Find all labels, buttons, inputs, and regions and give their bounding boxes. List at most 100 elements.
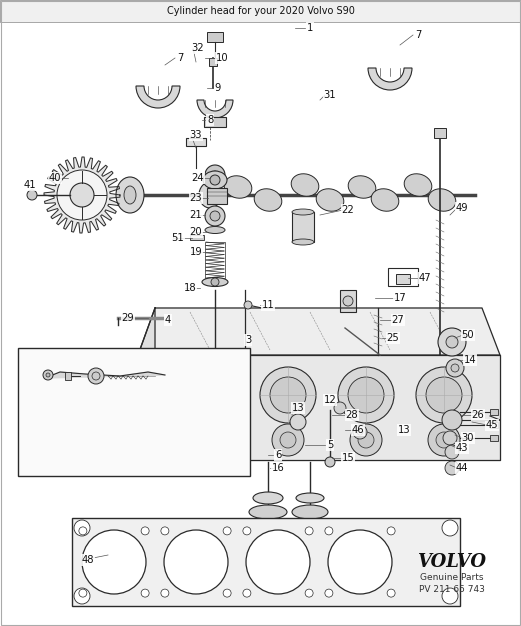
Text: 47: 47 bbox=[419, 273, 431, 283]
Circle shape bbox=[88, 368, 104, 384]
Text: VOLVO: VOLVO bbox=[417, 553, 487, 571]
Text: 29: 29 bbox=[121, 313, 134, 323]
Circle shape bbox=[27, 190, 37, 200]
Circle shape bbox=[325, 457, 335, 467]
Circle shape bbox=[260, 367, 316, 423]
Bar bbox=[205, 242, 225, 278]
Circle shape bbox=[280, 432, 296, 448]
Text: 24: 24 bbox=[192, 173, 204, 183]
Circle shape bbox=[202, 432, 218, 448]
Text: 34: 34 bbox=[66, 383, 78, 393]
Text: 15: 15 bbox=[342, 453, 354, 463]
Circle shape bbox=[272, 424, 304, 456]
Text: Cylinder head for your 2020 Volvo S90: Cylinder head for your 2020 Volvo S90 bbox=[167, 6, 354, 16]
Circle shape bbox=[243, 589, 251, 597]
Circle shape bbox=[353, 425, 367, 439]
Circle shape bbox=[46, 373, 50, 377]
Circle shape bbox=[211, 278, 219, 286]
Bar bbox=[209, 58, 217, 66]
Text: 28: 28 bbox=[346, 410, 358, 420]
Bar bbox=[65, 372, 71, 380]
Circle shape bbox=[334, 402, 346, 414]
Circle shape bbox=[223, 589, 231, 597]
Bar bbox=[204, 117, 226, 127]
Text: 50: 50 bbox=[462, 330, 474, 340]
Text: 46: 46 bbox=[352, 425, 364, 435]
Circle shape bbox=[443, 431, 457, 445]
Circle shape bbox=[305, 527, 313, 535]
Circle shape bbox=[350, 424, 382, 456]
Text: 27: 27 bbox=[392, 315, 404, 325]
Text: 40: 40 bbox=[49, 173, 61, 183]
Text: 10: 10 bbox=[216, 53, 228, 63]
Text: 16: 16 bbox=[271, 463, 284, 473]
Circle shape bbox=[164, 530, 228, 594]
Text: Genuine Parts: Genuine Parts bbox=[420, 573, 484, 583]
Bar bbox=[490, 422, 498, 428]
Text: 37: 37 bbox=[94, 367, 106, 377]
Ellipse shape bbox=[292, 505, 328, 519]
Bar bbox=[340, 290, 356, 312]
Circle shape bbox=[328, 530, 392, 594]
Polygon shape bbox=[128, 355, 155, 418]
Circle shape bbox=[182, 367, 238, 423]
Circle shape bbox=[445, 461, 459, 475]
Bar bbox=[0, 0, 521, 22]
Circle shape bbox=[141, 589, 149, 597]
Circle shape bbox=[79, 527, 87, 535]
Text: 23: 23 bbox=[190, 193, 202, 203]
Circle shape bbox=[192, 377, 228, 413]
Circle shape bbox=[416, 367, 472, 423]
Circle shape bbox=[210, 211, 220, 221]
Ellipse shape bbox=[205, 227, 225, 233]
Text: 6: 6 bbox=[275, 450, 281, 460]
Text: 21: 21 bbox=[190, 210, 202, 220]
Ellipse shape bbox=[316, 189, 344, 211]
Circle shape bbox=[442, 410, 462, 430]
Bar bbox=[72, 518, 460, 606]
Polygon shape bbox=[44, 157, 120, 233]
Circle shape bbox=[244, 301, 252, 309]
Circle shape bbox=[438, 328, 466, 356]
Bar bbox=[434, 128, 446, 138]
Circle shape bbox=[442, 588, 458, 604]
Circle shape bbox=[43, 370, 53, 380]
Circle shape bbox=[205, 206, 225, 226]
Circle shape bbox=[451, 364, 459, 372]
Text: 43: 43 bbox=[456, 443, 468, 453]
Text: 38: 38 bbox=[46, 367, 58, 377]
Ellipse shape bbox=[211, 171, 219, 179]
Text: 25: 25 bbox=[387, 333, 400, 343]
Circle shape bbox=[436, 432, 452, 448]
Circle shape bbox=[325, 589, 333, 597]
Ellipse shape bbox=[292, 209, 314, 215]
Bar bbox=[490, 435, 498, 441]
Text: 48: 48 bbox=[82, 555, 94, 565]
Ellipse shape bbox=[249, 505, 287, 519]
Bar bbox=[190, 235, 204, 240]
Text: 7: 7 bbox=[177, 53, 183, 63]
Ellipse shape bbox=[292, 239, 314, 245]
Circle shape bbox=[387, 527, 395, 535]
Polygon shape bbox=[138, 308, 155, 460]
Circle shape bbox=[161, 589, 169, 597]
Text: 3: 3 bbox=[245, 335, 251, 345]
Ellipse shape bbox=[371, 189, 399, 211]
Circle shape bbox=[446, 359, 464, 377]
Text: 9: 9 bbox=[215, 83, 221, 93]
Circle shape bbox=[74, 520, 90, 536]
Bar bbox=[207, 188, 227, 204]
Circle shape bbox=[141, 527, 149, 535]
Text: 35: 35 bbox=[90, 387, 102, 397]
Text: 42: 42 bbox=[122, 363, 134, 373]
Text: 32: 32 bbox=[192, 43, 204, 53]
Text: 2: 2 bbox=[155, 352, 162, 362]
Ellipse shape bbox=[348, 176, 376, 198]
Ellipse shape bbox=[428, 189, 456, 211]
Circle shape bbox=[57, 170, 107, 220]
Circle shape bbox=[442, 520, 458, 536]
Text: PV 211 65 743: PV 211 65 743 bbox=[419, 585, 485, 595]
Circle shape bbox=[305, 589, 313, 597]
Text: 33: 33 bbox=[190, 130, 202, 140]
Circle shape bbox=[446, 336, 458, 348]
